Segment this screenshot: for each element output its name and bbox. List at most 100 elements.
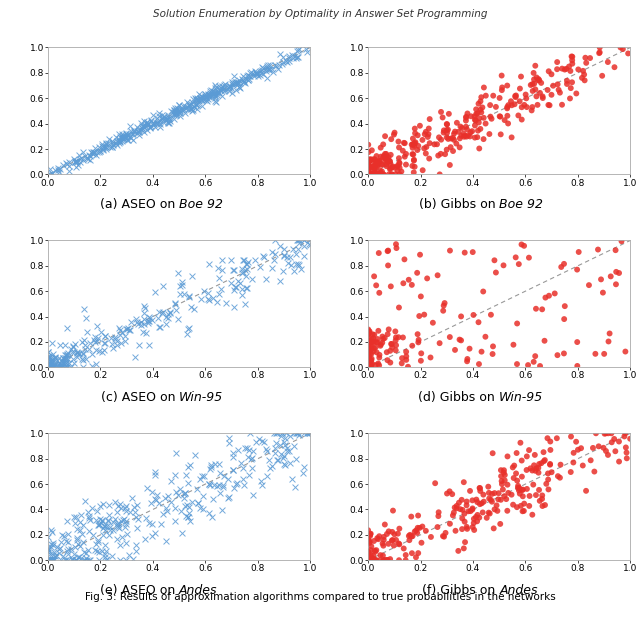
Point [364, 534, 374, 544]
Point [241, 259, 252, 269]
Point [150, 470, 160, 480]
Point [371, 337, 381, 348]
Point [54, 358, 65, 368]
Point [463, 506, 474, 517]
Point [460, 537, 470, 547]
Point [233, 77, 243, 87]
Point [139, 116, 149, 126]
Point [364, 353, 374, 363]
Point [134, 340, 145, 350]
Point [566, 432, 576, 442]
Point [364, 555, 374, 565]
Point [456, 335, 466, 346]
Text: Win-95: Win-95 [499, 391, 543, 404]
Point [292, 429, 303, 439]
Point [388, 541, 399, 551]
Point [68, 358, 79, 368]
Point [596, 274, 606, 284]
Point [238, 463, 248, 473]
Point [163, 118, 173, 128]
Point [415, 121, 425, 131]
Point [72, 534, 82, 544]
Point [43, 362, 53, 372]
Point [413, 335, 424, 345]
Point [381, 160, 392, 170]
Point [186, 103, 196, 113]
Point [49, 360, 59, 370]
Point [250, 66, 260, 76]
Point [160, 493, 170, 503]
Point [364, 555, 374, 565]
Point [55, 164, 65, 174]
Point [185, 100, 195, 110]
Point [365, 169, 376, 179]
Point [442, 125, 452, 135]
Point [155, 122, 165, 132]
Point [72, 352, 82, 362]
Point [409, 154, 419, 165]
Point [383, 539, 394, 549]
Point [183, 323, 193, 334]
Point [383, 260, 393, 270]
Point [252, 69, 262, 79]
Point [65, 344, 76, 354]
Point [363, 324, 373, 334]
Point [223, 84, 234, 94]
Point [267, 64, 277, 74]
Point [99, 346, 109, 356]
Point [78, 155, 88, 165]
Point [271, 438, 281, 448]
Point [92, 515, 102, 525]
Point [117, 132, 127, 142]
Point [408, 142, 418, 153]
Point [261, 274, 271, 284]
Point [43, 362, 53, 372]
Point [138, 327, 148, 337]
Point [108, 137, 118, 147]
Point [147, 315, 157, 325]
Point [246, 453, 257, 463]
Point [195, 93, 205, 103]
Point [369, 163, 380, 173]
Point [228, 465, 238, 475]
Point [445, 246, 455, 256]
Point [430, 478, 440, 488]
Point [364, 358, 374, 368]
Point [99, 141, 109, 151]
Point [196, 92, 207, 102]
Point [115, 555, 125, 565]
Point [573, 65, 584, 75]
Point [58, 551, 68, 561]
Point [107, 339, 117, 349]
Point [527, 510, 538, 520]
Point [84, 555, 94, 565]
Point [543, 66, 554, 77]
Point [68, 348, 79, 358]
Point [363, 166, 373, 176]
Point [92, 321, 102, 331]
Point [527, 102, 538, 112]
Point [88, 530, 98, 540]
Point [280, 460, 290, 470]
Point [390, 327, 401, 337]
Point [509, 473, 519, 483]
Point [100, 525, 111, 536]
Point [495, 111, 506, 122]
Point [370, 167, 380, 177]
Point [155, 118, 165, 128]
Point [94, 546, 104, 556]
Point [76, 153, 86, 163]
Point [45, 356, 56, 366]
Point [121, 132, 131, 142]
Point [486, 114, 497, 124]
Point [225, 277, 236, 287]
Point [245, 68, 255, 78]
Point [527, 86, 538, 96]
Point [85, 154, 95, 165]
Point [133, 514, 143, 524]
Point [445, 518, 455, 529]
Point [511, 91, 521, 101]
Point [219, 80, 229, 91]
Point [364, 332, 374, 342]
Point [371, 342, 381, 353]
